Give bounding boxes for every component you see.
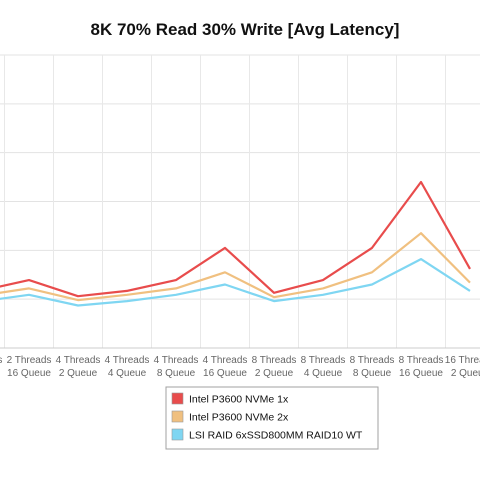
- legend-swatch: [171, 392, 184, 405]
- legend-swatch: [171, 410, 184, 423]
- series-lines: [0, 180, 471, 307]
- legend-label: Intel P3600 NVMe 1x: [189, 394, 289, 406]
- legend-swatch: [171, 428, 184, 441]
- x-tick-label: 2 Threads 16 Queue: [7, 355, 52, 379]
- series-line: [0, 180, 471, 298]
- legend-label: Intel P3600 NVMe 2x: [189, 412, 289, 424]
- series-line: [0, 232, 471, 302]
- x-tick-label: 4 Threads 2 Queue: [56, 355, 101, 379]
- x-tick-label: 4 Threads 16 Queue: [203, 355, 248, 379]
- legend-label: LSI RAID 6xSSD800MM RAID10 WT: [189, 430, 363, 442]
- x-tick-label: 8 Threads 8 Queue: [350, 355, 395, 379]
- x-tick-label: 8 Threads 4 Queue: [301, 355, 346, 379]
- legend: Intel P3600 NVMe 1x Intel P3600 NVMe 2x LS…: [165, 386, 379, 450]
- chart-title: 8K 70% Read 30% Write [Avg Latency]: [91, 20, 400, 39]
- x-tick-label: 8 Threads 16 Queue: [399, 355, 444, 379]
- x-tick-label: 8 Threads 2 Queue: [252, 355, 297, 379]
- legend-box: [165, 386, 379, 450]
- x-tick-label: 4 Threads 8 Queue: [154, 355, 199, 379]
- series-line: [0, 258, 471, 307]
- gridlines: [0, 54, 480, 349]
- x-tick-label: 4 Threads 4 Queue: [105, 355, 150, 379]
